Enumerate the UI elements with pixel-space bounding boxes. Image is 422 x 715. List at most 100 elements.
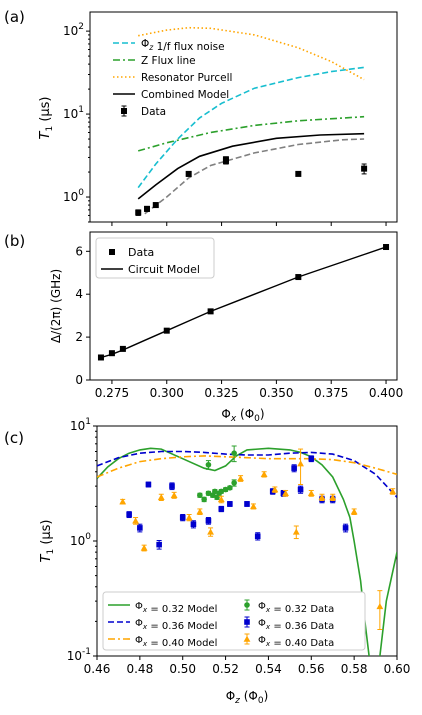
c-data-point-2	[297, 460, 304, 467]
c-data-point-2	[271, 486, 279, 493]
a-series-line-1	[137, 115, 365, 152]
a-series-line-4	[144, 138, 365, 215]
c-xtick-label: 0.46	[84, 662, 111, 676]
a-ytick-label: 102	[63, 22, 84, 38]
c-data-point-1	[205, 517, 212, 524]
a-data-point	[222, 156, 229, 163]
c-data-point-2	[350, 508, 358, 515]
a-data-point	[144, 205, 151, 212]
b-xtick-label: 0.275	[95, 386, 129, 400]
b-xtick-label: 0.325	[204, 386, 238, 400]
c-data-point-2	[376, 602, 384, 610]
c-data-point-1	[137, 525, 143, 531]
panel-c-legend: Φx = 0.32 Model Φx = 0.36 Model Φx = 0.40 …	[102, 591, 366, 651]
a-legend-label: Data	[141, 106, 166, 118]
c-data-point-0	[205, 490, 212, 497]
b-xtick-label: 0.400	[369, 386, 403, 400]
c-data-point-1	[254, 533, 261, 540]
c-data-point-1	[291, 465, 297, 471]
b-legend-label: Data	[128, 246, 154, 259]
c-legend-label: Φx = 0.36 Data	[258, 618, 334, 632]
c-xtick-label: 0.60	[384, 662, 411, 676]
c-ytick-label: 101	[70, 417, 91, 433]
panel-b-ylabel: Δ/(2π) (GHz)	[49, 269, 63, 343]
panel-a-frame	[89, 11, 398, 223]
panel-a: (a) 100 101 102 T1 (μs) Φz 1/f flux noise Z…	[4, 8, 398, 226]
c-data-point-2	[217, 496, 225, 503]
c-data-point-2	[170, 491, 178, 498]
c-data-point-0	[227, 485, 233, 491]
panel-b-xlabel: Φx (Φ0)	[221, 407, 264, 424]
panel-c-xlabel: Φz (Φ0)	[226, 689, 269, 706]
c-data-point-0	[205, 461, 212, 468]
c-data-point-2	[250, 502, 257, 510]
c-data-point-2	[389, 487, 397, 495]
c-data-point-2	[196, 508, 204, 515]
c-legend-marker	[243, 635, 251, 642]
b-xtick-label: 0.375	[314, 386, 348, 400]
c-data-point-1	[218, 506, 225, 512]
c-data-point-1	[227, 501, 233, 507]
panel-b-frame	[89, 231, 398, 381]
c-data-point-1	[190, 521, 197, 527]
c-model-line-2	[97, 455, 397, 478]
c-data-point-2	[237, 475, 244, 482]
c-data-point-1	[244, 501, 250, 507]
a-legend-label: Φz 1/f flux noise	[141, 38, 225, 53]
b-xtick-label: 0.300	[150, 386, 184, 400]
c-data-point-0	[218, 488, 225, 495]
a-legend-label: Z Flux line	[141, 55, 196, 67]
c-legend-label: Φx = 0.40 Model	[135, 635, 217, 649]
b-data-point	[163, 327, 170, 334]
c-data-point-2	[318, 493, 326, 500]
b-legend-box	[95, 237, 215, 279]
a-series-line-2	[138, 26, 365, 81]
c-data-point-1	[342, 525, 349, 531]
a-data-point	[185, 170, 192, 177]
a-data-point	[295, 170, 302, 177]
b-xtick-label: 0.350	[259, 386, 293, 400]
c-data-point-0	[212, 488, 218, 495]
b-data-point	[97, 354, 104, 361]
c-data-point-0	[222, 486, 229, 493]
c-xtick-label: 0.50	[169, 662, 196, 676]
c-data-point-2	[260, 470, 268, 478]
a-legend-label: Resonator Purcell	[141, 72, 232, 84]
c-ytick-label: 100	[70, 532, 91, 548]
a-ytick-label: 100	[63, 188, 84, 204]
a-series-line-0	[137, 66, 365, 189]
c-model-line-0	[97, 447, 397, 656]
c-data-point-2	[292, 528, 300, 535]
a-data-point	[361, 165, 368, 172]
panel-c-label: (c)	[4, 429, 24, 447]
c-legend-label: Φx = 0.40 Data	[258, 635, 334, 649]
c-xtick-label: 0.58	[341, 662, 368, 676]
a-data-point	[152, 202, 159, 209]
c-data-point-2	[185, 514, 193, 521]
c-legend-label: Φx = 0.32 Data	[258, 601, 334, 615]
c-data-point-2	[307, 489, 315, 496]
c-data-point-2	[119, 498, 127, 505]
c-data-point-1	[179, 514, 186, 521]
b-data-point	[295, 274, 302, 281]
c-data-point-1	[126, 511, 132, 518]
a-ytick-label: 101	[63, 105, 84, 121]
c-xtick-label: 0.48	[126, 662, 153, 676]
c-data-point-1	[169, 483, 175, 489]
b-model-line	[100, 246, 387, 359]
b-ytick-label: 0	[75, 373, 83, 387]
c-data-point-0	[197, 492, 203, 499]
c-data-point-2	[329, 493, 337, 500]
b-ytick-label: 6	[75, 244, 83, 258]
c-xtick-label: 0.56	[298, 662, 325, 676]
panel-c: (c) 10-1 100 101 0.46 0.48 0.50 0.52 0.54 0.56 0…	[4, 417, 410, 706]
c-data-point-1	[308, 455, 315, 462]
panel-b-legend: Data Circuit Model	[95, 237, 215, 279]
a-legend-label: Combined Model	[141, 89, 229, 101]
c-model-line-1	[97, 450, 397, 498]
a-data-point	[135, 209, 142, 216]
c-data-point-1	[280, 490, 287, 497]
b-data-point	[383, 244, 390, 251]
